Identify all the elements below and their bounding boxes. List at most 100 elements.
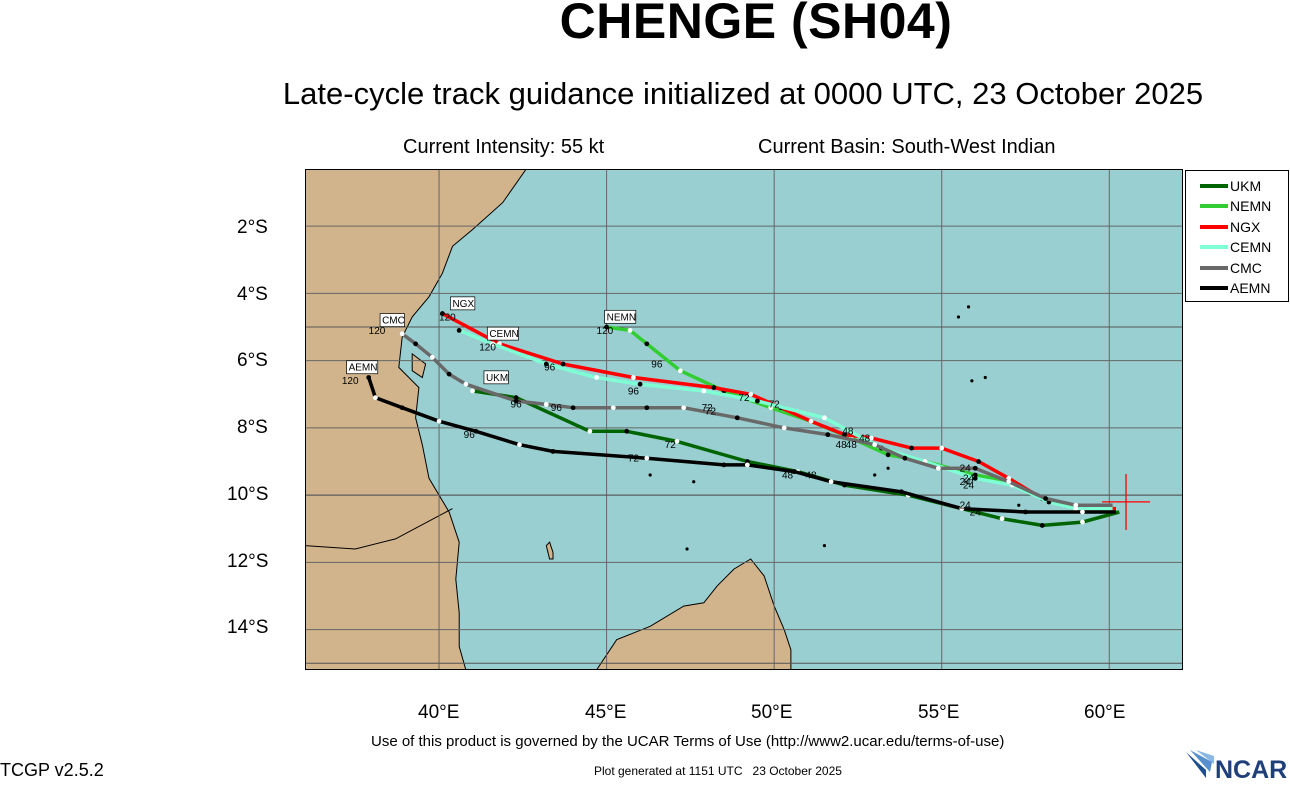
track-point (755, 398, 760, 404)
track-point (543, 361, 549, 367)
ncar-logo: NCAR (1184, 748, 1288, 784)
end-hour-label: 120 (597, 326, 614, 337)
forecast-hour-label: 96 (511, 400, 523, 411)
forecast-hour-label: 24 (970, 507, 982, 518)
track-point (909, 445, 914, 451)
forecast-hour-label: 72 (738, 393, 750, 404)
svg-text:NEMN: NEMN (607, 312, 636, 323)
forecast-hour-label: 72 (769, 400, 781, 411)
storm-title: CHENGE (SH04) (559, 0, 953, 49)
forecast-hour-label: 72 (665, 440, 677, 451)
model-end-label: CEMN (486, 326, 519, 341)
current-intensity: Current Intensity: 55 kt (403, 136, 605, 158)
guidance-subtitle: Late-cycle track guidance initialized at… (282, 76, 1204, 111)
svg-text:CMC: CMC (382, 316, 405, 327)
track-point (768, 405, 774, 411)
track-point (473, 428, 479, 434)
track-point (624, 428, 630, 434)
track-point (939, 445, 945, 451)
track-point (470, 388, 475, 394)
svg-text:NGX: NGX (452, 299, 474, 310)
model-end-label: AEMN (346, 360, 379, 375)
small-island (970, 379, 974, 383)
track-point (594, 375, 599, 380)
country-border (305, 508, 453, 550)
track-point (701, 388, 707, 394)
track-point (1080, 519, 1085, 525)
forecast-hour-label: 96 (464, 430, 476, 441)
track-point (681, 405, 687, 411)
track-point (1043, 496, 1049, 501)
legend-swatch (1200, 204, 1228, 208)
legend-item: NEMN (1200, 198, 1271, 214)
lon-label: 60°E (1084, 702, 1126, 723)
svg-text:NCAR: NCAR (1215, 756, 1287, 780)
lon-label: 50°E (751, 702, 793, 723)
track-point (446, 371, 452, 377)
forecast-hour-label: 24 (960, 501, 972, 512)
track-point (372, 395, 378, 401)
model-end-label: NGX (450, 296, 476, 311)
track-point (959, 506, 965, 512)
model-legend: UKM NEMN NGX CEMN CMC AEMN (1185, 170, 1289, 302)
current-position-marker (1102, 473, 1151, 530)
track-point (1073, 502, 1079, 508)
lon-label: 45°E (585, 702, 627, 723)
forecast-hour-label: 48 (846, 440, 858, 451)
small-island (886, 466, 890, 470)
track-point (1080, 509, 1085, 515)
legend-swatch (1200, 245, 1228, 249)
small-island (692, 480, 696, 484)
track-point (463, 381, 469, 387)
track-point (822, 415, 827, 421)
track-point (711, 385, 717, 390)
track-point (791, 469, 797, 475)
legend-swatch (1200, 286, 1228, 290)
track-point (825, 432, 831, 438)
track-point (366, 375, 372, 380)
track-point (842, 432, 847, 438)
lat-label: 6°S (237, 350, 268, 371)
forecast-hour-label: 48 (805, 470, 817, 481)
track-point (808, 418, 814, 424)
track-point (734, 415, 740, 421)
track-point (399, 405, 405, 411)
forecast-hour-label: 96 (628, 386, 640, 397)
track-point (781, 425, 787, 431)
track-point (513, 398, 519, 404)
track-point (674, 438, 680, 444)
track-point (976, 459, 981, 464)
lat-label: 2°S (237, 217, 268, 238)
lat-label: 14°S (227, 617, 269, 638)
legend-swatch (1200, 266, 1228, 270)
track-point (1039, 523, 1045, 528)
version-label: TCGP v2.5.2 (0, 760, 104, 780)
small-island (983, 375, 987, 380)
forecast-hour-label: 48 (859, 433, 871, 444)
track-point (627, 327, 633, 333)
legend-item: NGX (1200, 219, 1260, 235)
track-point (429, 354, 435, 360)
model-end-label: UKM (483, 370, 509, 385)
svg-text:UKM: UKM (486, 373, 508, 384)
generated-timestamp: Plot generated at 1151 UTC 23 October 20… (594, 764, 842, 778)
forecast-hour-label: 48 (782, 470, 794, 481)
track-point (517, 442, 522, 448)
track-point (439, 311, 445, 316)
track-point (399, 331, 405, 337)
legend-item: UKM (1200, 178, 1261, 194)
ncar-logo-icon: NCAR (1186, 750, 1287, 784)
track-point (899, 489, 904, 495)
current-basin: Current Basin: South-West Indian (758, 136, 1056, 158)
lat-label: 12°S (227, 551, 269, 572)
small-island (956, 315, 961, 319)
track-point (677, 368, 683, 374)
track-point (868, 435, 874, 441)
forecast-hour-label: 96 (551, 403, 563, 414)
track-point (456, 327, 462, 333)
legend-item: CEMN (1200, 239, 1271, 255)
track-point (885, 452, 891, 458)
track-point (413, 341, 418, 347)
track-point (972, 475, 978, 481)
track-point (560, 361, 566, 367)
